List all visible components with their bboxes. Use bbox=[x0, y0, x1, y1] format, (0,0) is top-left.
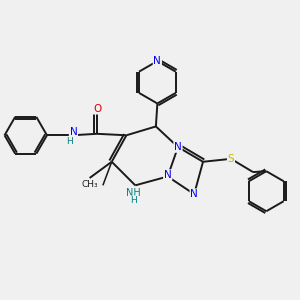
Text: O: O bbox=[93, 104, 101, 114]
Text: N: N bbox=[190, 189, 198, 199]
Text: S: S bbox=[228, 154, 234, 164]
Text: N: N bbox=[164, 170, 172, 180]
Text: CH₃: CH₃ bbox=[81, 180, 98, 189]
Text: NH: NH bbox=[126, 188, 141, 198]
Text: N: N bbox=[154, 56, 161, 66]
Text: N: N bbox=[70, 127, 77, 137]
Text: H: H bbox=[130, 196, 137, 205]
Text: H: H bbox=[66, 137, 72, 146]
Text: N: N bbox=[174, 142, 182, 152]
